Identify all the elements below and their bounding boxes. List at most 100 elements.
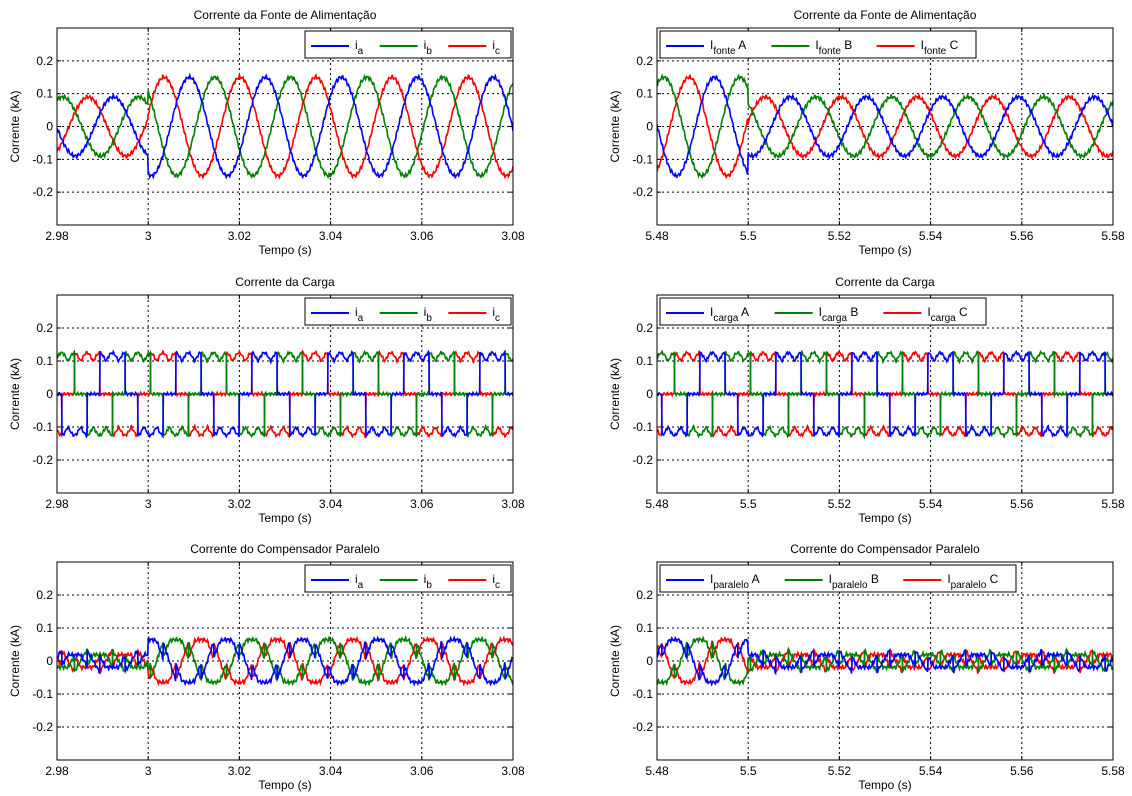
y-tick-label: 0.2 [636, 321, 653, 335]
x-tick-label: 5.54 [919, 764, 943, 778]
chart-title: Corrente da Carga [835, 275, 935, 289]
legend-entry-label: ic [492, 305, 500, 324]
legend-entry-label: Iparalelo C [947, 572, 998, 591]
legend-entry-label: Ifonte B [815, 38, 852, 57]
series-c-line [57, 349, 513, 439]
series-b-line [657, 635, 1113, 687]
y-tick-label: 0 [646, 120, 653, 134]
x-axis-label: Tempo (s) [258, 778, 311, 792]
chart-title: Corrente da Carga [235, 275, 335, 289]
y-tick-label: 0 [646, 654, 653, 668]
series-a-line [657, 74, 1113, 179]
legend: Iparalelo A Iparalelo B Iparalelo C [659, 564, 1017, 593]
chart-title: Corrente da Fonte de Alimentação [194, 8, 377, 22]
series-a-line [57, 635, 513, 687]
chart-panel-5: 2.98 3 3.02 3.04 3.06 3.08 -0.2 -0.1 0 0.1 0.2 Corr… [8, 542, 525, 792]
y-tick-label: -0.1 [632, 687, 653, 701]
legend-entry-label: Iparalelo A [710, 572, 760, 591]
x-tick-label: 3.08 [501, 229, 525, 243]
series-b-line [57, 73, 513, 180]
chart-title: Corrente da Fonte de Alimentação [794, 8, 977, 22]
series-a-line [57, 349, 513, 439]
chart-panel-3: 2.98 3 3.02 3.04 3.06 3.08 -0.2 -0.1 0 0.1 0.2 Corr… [8, 275, 525, 525]
x-tick-label: 5.58 [1101, 764, 1125, 778]
series-b-line [657, 349, 1113, 440]
x-tick-label: 2.98 [45, 764, 69, 778]
x-axis-label: Tempo (s) [258, 243, 311, 257]
x-tick-label: 5.52 [828, 497, 852, 511]
y-tick-label: -0.1 [32, 687, 53, 701]
y-tick-label: -0.2 [632, 453, 653, 467]
chart-panel-4: 5.48 5.5 5.52 5.54 5.56 5.58 -0.2 -0.1 0 0.1 0.2 Co… [608, 275, 1125, 525]
y-axis-label: Corrente (kA) [608, 625, 622, 697]
series-b-line [57, 349, 513, 439]
y-tick-label: -0.2 [632, 720, 653, 734]
legend-box [304, 30, 512, 59]
x-axis-label: Tempo (s) [258, 511, 311, 525]
x-tick-label: 2.98 [45, 229, 69, 243]
y-tick-label: 0.1 [36, 87, 53, 101]
y-axis-label: Corrente (kA) [608, 90, 622, 162]
legend-entry-label: Icarga A [710, 305, 749, 324]
y-tick-label: 0.2 [36, 54, 53, 68]
legend-entry-label: Icarga B [819, 305, 859, 324]
x-tick-label: 5.48 [645, 229, 669, 243]
x-axis-label: Tempo (s) [858, 243, 911, 257]
legend-entry-label: ic [492, 572, 500, 591]
y-tick-label: 0.1 [36, 354, 53, 368]
x-axis-label: Tempo (s) [858, 778, 911, 792]
x-tick-label: 3.08 [501, 764, 525, 778]
y-axis-label: Corrente (kA) [8, 358, 22, 430]
x-tick-label: 3.06 [410, 497, 434, 511]
y-tick-label: 0.2 [636, 588, 653, 602]
x-tick-label: 3.04 [319, 764, 343, 778]
legend-entry-label: ib [424, 38, 433, 57]
legend-entry-label: Ifonte A [710, 38, 746, 57]
x-tick-label: 3.02 [228, 229, 252, 243]
legend-box [659, 564, 1017, 593]
y-tick-label: 0.1 [636, 87, 653, 101]
y-tick-label: 0.2 [36, 588, 53, 602]
chart-title: Corrente do Compensador Paralelo [790, 542, 980, 556]
y-tick-label: -0.2 [632, 185, 653, 199]
grid-lines [57, 562, 513, 760]
y-tick-label: -0.1 [32, 420, 53, 434]
legend-entry-label: Ifonte C [921, 38, 959, 57]
legend: ia ib ic [304, 297, 512, 326]
x-axis-label: Tempo (s) [858, 511, 911, 525]
y-tick-label: -0.2 [32, 720, 53, 734]
y-axis-label: Corrente (kA) [8, 90, 22, 162]
y-tick-label: 0.1 [36, 621, 53, 635]
legend-box [659, 297, 987, 326]
legend-entry-label: ia [355, 305, 364, 324]
x-tick-label: 3 [145, 497, 152, 511]
series-b-line [657, 73, 1113, 179]
x-tick-label: 3 [145, 229, 152, 243]
x-tick-label: 5.52 [828, 764, 852, 778]
y-axis-label: Corrente (kA) [8, 625, 22, 697]
series-c-line [57, 72, 513, 180]
x-tick-label: 5.58 [1101, 229, 1125, 243]
y-tick-label: 0.1 [636, 354, 653, 368]
x-tick-label: 3.06 [410, 229, 434, 243]
chart-panel-1: 2.98 3 3.02 3.04 3.06 3.08 -0.2 -0.1 0 0.1 0.2 Corr… [8, 8, 525, 257]
y-tick-label: 0.2 [36, 321, 53, 335]
x-tick-label: 5.48 [645, 497, 669, 511]
x-tick-label: 3.04 [319, 497, 343, 511]
x-tick-label: 3.02 [228, 497, 252, 511]
x-tick-label: 5.58 [1101, 497, 1125, 511]
legend-box [304, 564, 512, 593]
y-tick-label: -0.2 [32, 453, 53, 467]
series-a-line [57, 72, 513, 180]
chart-panel-2: 5.48 5.5 5.52 5.54 5.56 5.58 -0.2 -0.1 0 0.1 0.2 Co… [608, 8, 1125, 257]
x-tick-label: 5.56 [1010, 497, 1034, 511]
x-tick-label: 2.98 [45, 497, 69, 511]
x-tick-label: 5.54 [919, 229, 943, 243]
y-tick-label: 0.1 [636, 621, 653, 635]
chart-panel-6: 5.48 5.5 5.52 5.54 5.56 5.58 -0.2 -0.1 0 0.1 0.2 Co… [608, 542, 1125, 792]
y-tick-label: 0 [46, 654, 53, 668]
series-c-line [657, 73, 1113, 180]
y-tick-label: -0.1 [32, 152, 53, 166]
y-tick-label: 0 [46, 120, 53, 134]
legend-entry-label: Iparalelo B [829, 572, 879, 591]
